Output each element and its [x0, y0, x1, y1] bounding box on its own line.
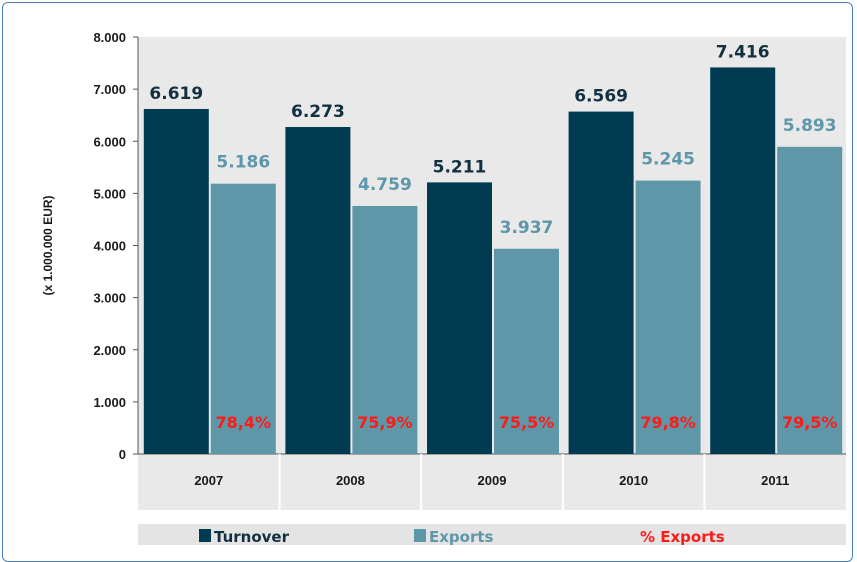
percent-exports-label: 79,5%: [782, 413, 838, 432]
y-tick-label: 4.000: [93, 239, 126, 254]
exports-value-label: 5.245: [641, 150, 695, 170]
percent-exports-label: 78,4%: [216, 413, 272, 432]
y-tick-label: 1.000: [93, 395, 126, 410]
bar-turnover: [427, 182, 492, 454]
exports-value-label: 3.937: [500, 218, 554, 238]
percent-exports-label: 75,9%: [357, 413, 413, 432]
legend-item-turnover-swatch: [199, 529, 211, 542]
y-tick-label: 7.000: [93, 82, 126, 97]
y-tick-label: 6.000: [93, 134, 126, 149]
percent-exports-label: 75,5%: [499, 413, 555, 432]
y-tick-label: 0: [119, 447, 126, 462]
bar-turnover: [568, 111, 634, 454]
legend-item-percent-exports: % Exports: [640, 528, 725, 545]
turnover-value-label: 6.619: [149, 84, 203, 104]
legend-item-turnover: Turnover: [214, 528, 290, 545]
y-tick-label: 2.000: [93, 343, 126, 358]
bar-turnover: [285, 127, 351, 455]
turnover-value-label: 6.273: [291, 102, 345, 122]
bar-turnover: [710, 67, 776, 454]
bar-turnover: [143, 108, 209, 455]
bar-exports: [210, 183, 276, 454]
y-tick-label: 5.000: [93, 186, 126, 201]
bar-exports: [494, 248, 559, 454]
legend-item-exports: Exports: [429, 528, 494, 545]
percent-exports-label: 79,8%: [640, 413, 696, 432]
legend-item-exports-swatch: [414, 529, 426, 542]
bar-exports: [777, 146, 843, 454]
turnover-value-label: 7.416: [716, 42, 770, 62]
exports-value-label: 4.759: [358, 175, 412, 195]
turnover-value-label: 5.211: [433, 157, 487, 177]
legend-box: [138, 524, 846, 545]
x-axis-band: [138, 454, 846, 510]
turnover-value-label: 6.569: [574, 87, 628, 107]
x-tick-label: 2009: [478, 473, 507, 488]
y-tick-label: 3.000: [93, 291, 126, 306]
y-axis-title: (x 1.000.000 EUR): [41, 195, 55, 295]
x-tick-label: 2008: [336, 473, 365, 488]
exports-value-label: 5.893: [783, 116, 837, 136]
bar-exports: [635, 180, 701, 454]
x-tick-label: 2010: [619, 473, 648, 488]
bar-exports: [352, 205, 418, 454]
bar-chart: 0 1.000 2.000 3.000 4.000 5.000 6.000 7.000 8.00…: [41, 30, 846, 545]
y-tick-label: 8.000: [93, 30, 126, 45]
x-tick-label: 2011: [761, 473, 789, 488]
x-tick-label: 2007: [194, 473, 223, 488]
exports-value-label: 5.186: [216, 153, 270, 173]
